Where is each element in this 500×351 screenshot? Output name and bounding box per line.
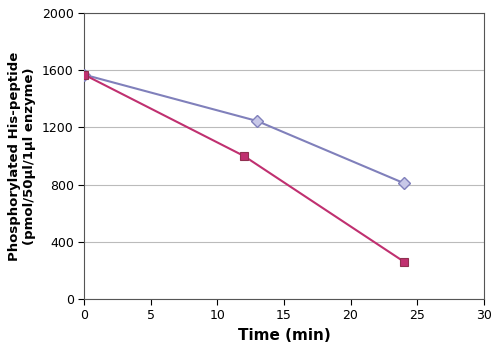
Y-axis label: Phosphorylated His-peptide
(pmol/50μl/1μl enzyme): Phosphorylated His-peptide (pmol/50μl/1μ… <box>8 51 36 261</box>
X-axis label: Time (min): Time (min) <box>238 328 330 343</box>
